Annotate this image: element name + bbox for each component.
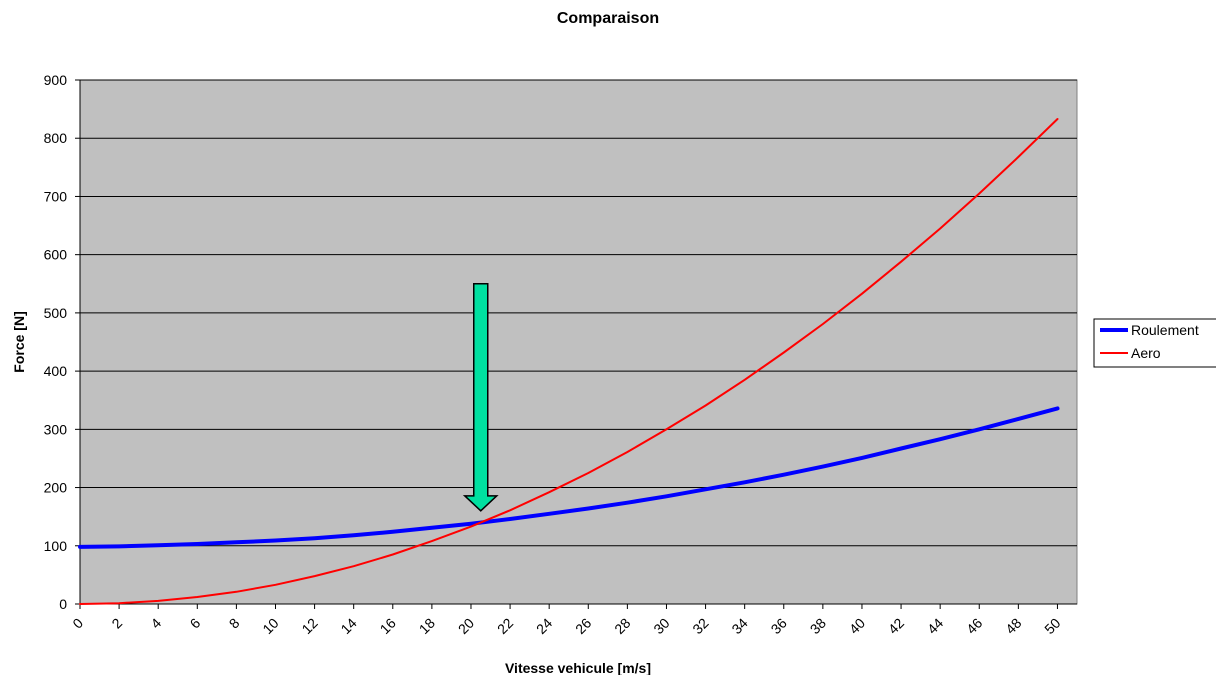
x-tick-label: 0 (69, 615, 86, 632)
x-tick-label: 38 (807, 615, 829, 637)
y-tick-label: 400 (44, 363, 68, 379)
legend-label-aero: Aero (1131, 345, 1161, 361)
x-tick-label: 4 (147, 615, 164, 632)
x-tick-label: 12 (298, 615, 320, 637)
x-tick-label: 48 (1002, 615, 1024, 637)
x-tick-label: 44 (924, 615, 946, 637)
y-tick-label: 200 (44, 480, 68, 496)
x-tick-label: 8 (226, 615, 243, 632)
legend-box (1093, 318, 1216, 368)
x-tick-label: 26 (572, 615, 594, 637)
x-tick-label: 6 (187, 615, 204, 632)
x-tick-label: 36 (768, 615, 790, 637)
y-tick-label: 800 (44, 130, 68, 146)
x-tick-label: 24 (533, 615, 555, 637)
y-tick-label: 100 (44, 538, 68, 554)
series-line-roulement (78, 406, 1060, 549)
y-tick-label: 600 (44, 247, 68, 263)
x-tick-label: 16 (377, 615, 399, 637)
x-tick-label: 34 (728, 615, 750, 637)
x-tick-label: 28 (611, 615, 633, 637)
series-lines (78, 118, 1060, 605)
x-tick-label: 22 (494, 615, 516, 637)
x-tick-label: 32 (689, 615, 711, 637)
y-tick-label: 500 (44, 305, 68, 321)
x-tick-label: 46 (963, 615, 985, 637)
x-tick-label: 20 (455, 615, 477, 637)
grid-lines (80, 79, 1077, 547)
x-tick-label: 50 (1041, 615, 1063, 637)
annotation-arrow (462, 283, 499, 512)
y-tick-label: 700 (44, 188, 68, 204)
y-tick-label: 0 (59, 596, 67, 612)
x-tick-label: 18 (416, 615, 438, 637)
x-tick-label: 30 (650, 615, 672, 637)
chart-title: Comparaison (557, 10, 659, 27)
x-tick-label: 14 (337, 615, 359, 637)
x-tick-label: 10 (259, 615, 281, 637)
y-tick-label: 300 (44, 421, 68, 437)
x-axis-label: Vitesse vehicule [m/s] (505, 660, 651, 675)
x-tick-label: 40 (846, 615, 868, 637)
y-tick-label: 900 (44, 72, 68, 88)
x-tick-label: 2 (108, 615, 125, 632)
x-tick-label: 42 (885, 615, 907, 637)
legend-label-roulement: Roulement (1131, 322, 1199, 338)
down-arrow-icon (462, 283, 499, 512)
series-line-aero (79, 118, 1059, 605)
y-axis-label: Force [N] (11, 311, 27, 372)
legend: Roulement Aero (1093, 318, 1216, 368)
plot-area (79, 79, 1078, 605)
